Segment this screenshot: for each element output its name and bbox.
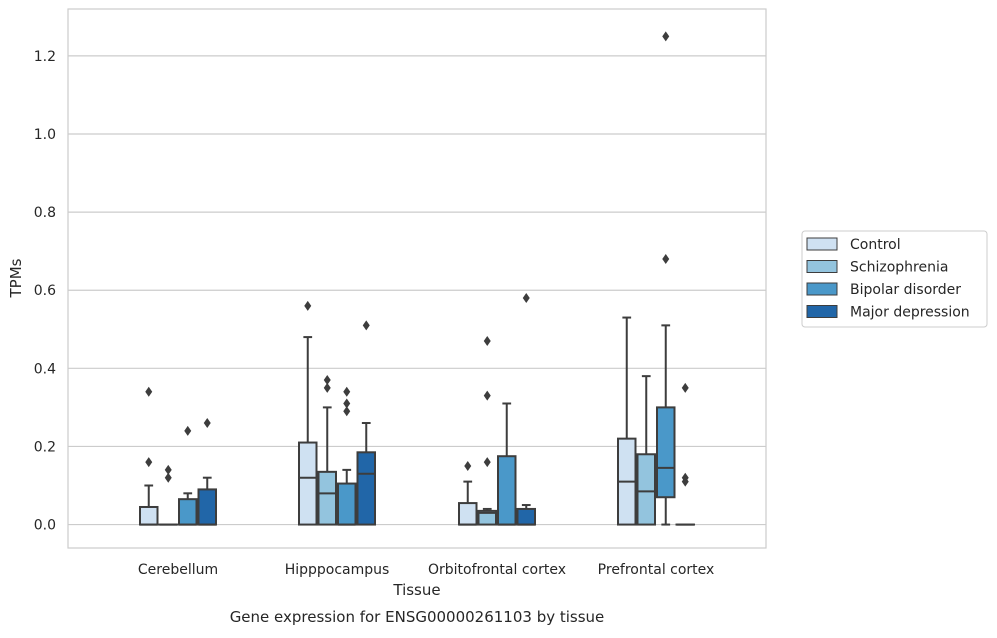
y-tick-label: 0.2	[34, 439, 56, 455]
box-body	[358, 452, 376, 524]
box-body	[140, 507, 158, 525]
legend-swatch	[807, 283, 837, 295]
legend-label: Control	[850, 237, 901, 253]
x-tick-label: Orbitofrontal cortex	[428, 562, 566, 578]
box-body	[638, 454, 656, 524]
box-body	[459, 503, 477, 524]
y-tick-label: 1.0	[34, 127, 56, 143]
box-body	[498, 456, 516, 524]
y-axis-label: TPMs	[7, 258, 25, 298]
legend-label: Bipolar disorder	[850, 282, 961, 298]
box-body	[657, 407, 675, 497]
box-body	[518, 509, 536, 525]
y-tick-label: 0.6	[34, 283, 56, 299]
y-tick-label: 1.2	[34, 49, 56, 65]
legend-label: Major depression	[850, 305, 970, 321]
x-tick-label: Cerebellum	[138, 562, 218, 578]
y-tick-label: 0.0	[34, 518, 56, 534]
box-body	[179, 499, 197, 524]
x-tick-labels: Cerebellum Hipppocampus Orbitofrontal cort…	[138, 562, 714, 578]
legend-swatch	[807, 238, 837, 250]
box-body	[338, 484, 356, 525]
box-body	[319, 472, 337, 525]
x-tick-label: Prefrontal cortex	[598, 562, 715, 578]
chart-caption: Gene expression for ENSG00000261103 by t…	[230, 608, 605, 626]
legend-swatch	[807, 261, 837, 273]
y-tick-label: 0.4	[34, 361, 56, 377]
x-axis-label: Tissue	[392, 581, 440, 599]
y-tick-label: 0.8	[34, 205, 56, 221]
legend: Control Schizophrenia Bipolar disorder Majo…	[802, 231, 987, 327]
legend-label: Schizophrenia	[850, 260, 948, 276]
y-tick-labels: 0.0 0.2 0.4 0.6 0.8 1.0 1.2	[34, 49, 56, 534]
box-body	[199, 489, 217, 524]
box-body	[299, 443, 317, 525]
legend-swatch	[807, 306, 837, 318]
x-tick-label: Hipppocampus	[285, 562, 390, 578]
